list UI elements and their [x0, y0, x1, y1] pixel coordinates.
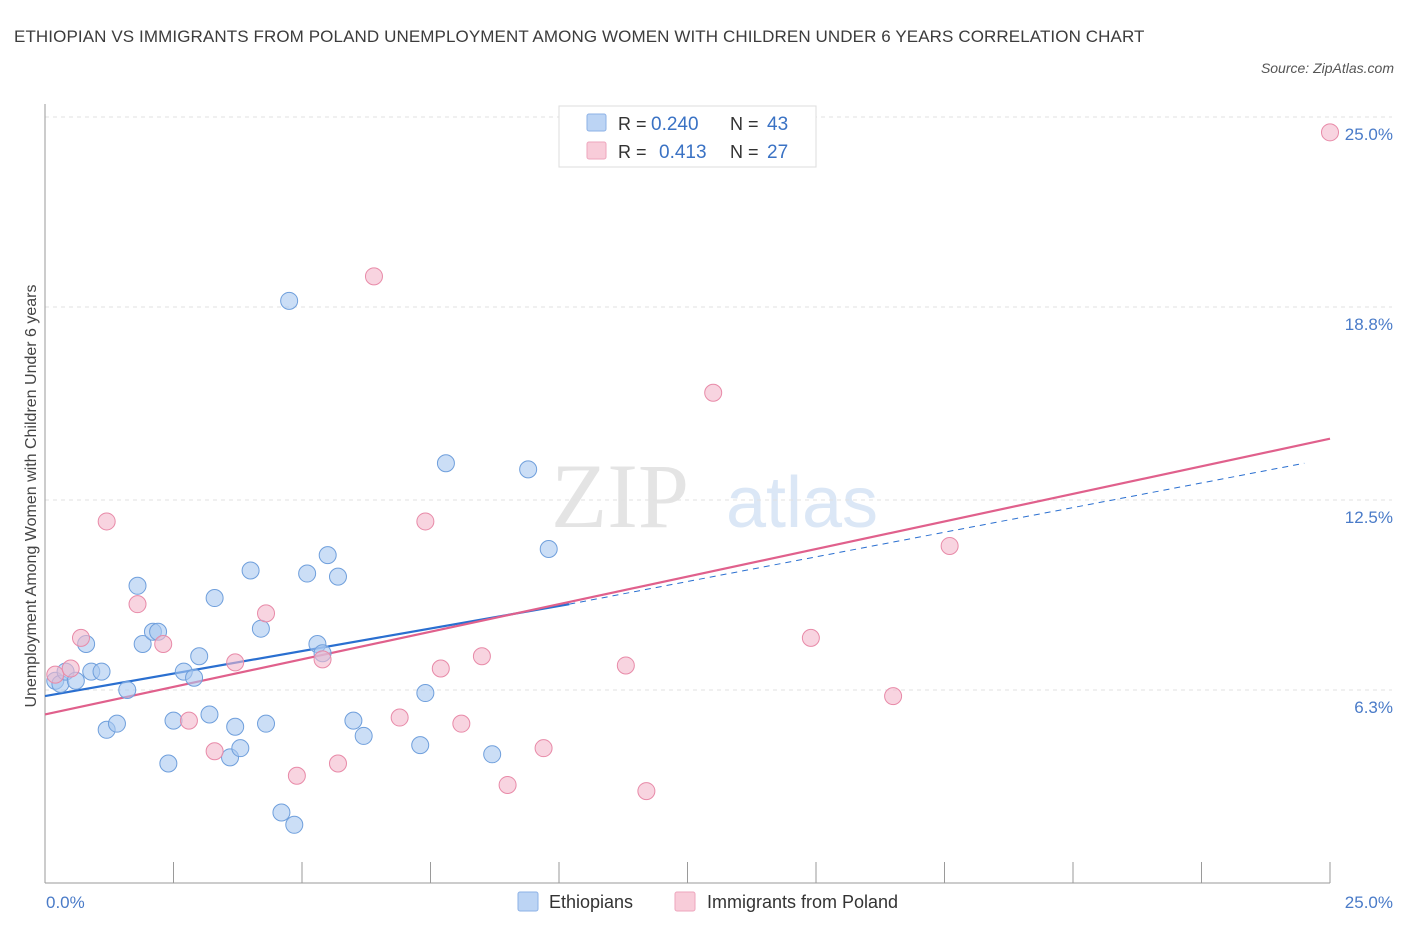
ethiopians-point-28: [280, 291, 299, 310]
poland-point-10: [287, 766, 306, 785]
legend-label-ethiopians: Ethiopians: [549, 892, 633, 912]
poland-point-14: [390, 708, 409, 727]
x-tick-label-1: 25.0%: [1345, 893, 1393, 912]
poland-point-23: [704, 383, 723, 402]
legend-swatch-bottom-poland: [674, 891, 696, 912]
ethiopians-point-36: [354, 726, 373, 745]
ethiopians-point-35: [344, 711, 363, 730]
poland-point-22: [637, 782, 656, 801]
ethiopians-point-22: [226, 717, 245, 736]
poland-point-9: [257, 604, 276, 623]
ethiopians-point-8: [107, 714, 126, 733]
legend-r-value-1: 0.240: [651, 114, 699, 135]
poland-point-17: [452, 714, 471, 733]
ethiopians-point-41: [519, 460, 538, 479]
x-tick-labels: 0.0% 25.0%: [46, 893, 1393, 912]
poland-point-24: [801, 628, 820, 647]
y-axis-label: Unemployment Among Women with Children U…: [23, 284, 40, 707]
poland-point-8: [226, 653, 245, 672]
ethiopians-point-25: [251, 619, 270, 638]
poland-point-19: [498, 775, 517, 794]
poland-point-18: [472, 647, 491, 666]
chart-title: ETHIOPIAN VS IMMIGRANTS FROM POLAND UNEM…: [14, 27, 1145, 46]
poland-point-2: [71, 628, 90, 647]
data-points: [46, 123, 1339, 834]
x-tick-label-0: 0.0%: [46, 893, 85, 912]
poland-point-26: [940, 536, 959, 555]
ethiopians-point-39: [436, 454, 455, 473]
ethiopians-point-26: [257, 714, 276, 733]
ethiopians-point-40: [483, 745, 502, 764]
ethiopians-point-34: [328, 567, 347, 586]
legend-label-poland: Immigrants from Poland: [707, 892, 898, 912]
ethiopians-point-42: [539, 540, 558, 559]
ethiopians-point-6: [92, 662, 111, 681]
series-legend: Ethiopians Immigrants from Poland: [517, 891, 898, 912]
poland-point-13: [364, 267, 383, 286]
ethiopians-point-24: [241, 561, 260, 580]
ethiopians-point-37: [411, 736, 430, 755]
legend-swatch-bottom-ethiopians: [517, 891, 539, 912]
y-tick-labels: 6.3% 12.5% 18.8% 25.0%: [1345, 125, 1393, 717]
ethiopians-point-23: [231, 739, 250, 758]
watermark-atlas: atlas: [726, 463, 878, 543]
poland-point-6: [179, 711, 198, 730]
ethiopians-point-20: [205, 589, 224, 608]
poland-point-0: [46, 665, 65, 684]
poland-point-5: [154, 635, 173, 654]
y-tick-label-0: 6.3%: [1354, 698, 1393, 717]
stats-legend: R = 0.240 N = 43 R = 0.413 N = 27: [558, 105, 817, 168]
ethiopians-point-11: [133, 635, 152, 654]
legend-swatch-poland: [586, 141, 607, 160]
legend-r-label-2: R =: [618, 142, 647, 162]
ethiopians-point-9: [118, 680, 137, 699]
legend-n-label-1: N =: [730, 114, 759, 134]
poland-point-3: [97, 512, 116, 531]
ethiopians-point-15: [164, 711, 183, 730]
watermark-zip: ZIP: [551, 445, 689, 547]
poland-point-20: [534, 739, 553, 758]
ethiopians-point-33: [318, 546, 337, 565]
poland-point-27: [1321, 123, 1339, 142]
poland-point-21: [616, 656, 635, 675]
poland-point-15: [416, 512, 435, 531]
legend-r-value-2: 0.413: [659, 142, 707, 163]
ethiopians-trend-dashed: [569, 462, 1305, 605]
chart-source: Source: ZipAtlas.com: [1260, 60, 1394, 76]
legend-n-label-2: N =: [730, 142, 759, 162]
ethiopians-trend-line: [44, 603, 570, 698]
axes: [44, 104, 1331, 884]
trend-lines: [44, 437, 1331, 716]
poland-point-12: [328, 754, 347, 773]
ethiopians-point-38: [416, 684, 435, 703]
ethiopians-point-14: [159, 754, 178, 773]
legend-n-value-1: 43: [767, 114, 788, 135]
poland-point-4: [128, 595, 147, 614]
y-tick-label-3: 25.0%: [1345, 125, 1393, 144]
ethiopians-point-27: [272, 803, 291, 822]
poland-point-7: [205, 742, 224, 761]
ethiopians-point-10: [128, 576, 147, 595]
poland-point-16: [431, 659, 450, 678]
poland-point-11: [313, 650, 332, 669]
ethiopians-point-18: [190, 647, 209, 666]
ethiopians-point-30: [298, 564, 317, 583]
gridlines: [45, 116, 1392, 691]
legend-swatch-ethiopians: [586, 113, 607, 132]
ethiopians-point-17: [185, 668, 204, 687]
poland-point-1: [61, 659, 80, 678]
y-tick-label-1: 12.5%: [1345, 508, 1393, 527]
y-tick-label-2: 18.8%: [1345, 315, 1393, 334]
legend-r-label-1: R =: [618, 114, 647, 134]
ethiopians-point-19: [200, 705, 219, 724]
poland-trend-line: [44, 437, 1331, 716]
poland-point-25: [884, 687, 903, 706]
ethiopians-point-29: [285, 815, 304, 834]
legend-n-value-2: 27: [767, 142, 788, 163]
